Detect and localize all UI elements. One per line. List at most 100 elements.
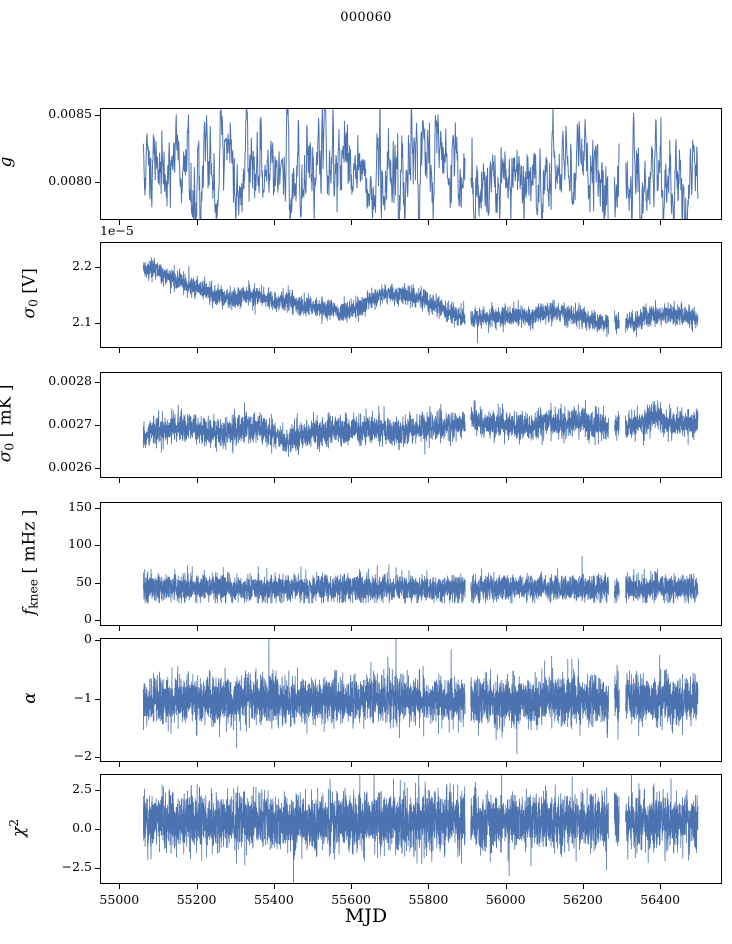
- xtick-mark: [660, 220, 662, 225]
- ytick-label: 0: [84, 611, 92, 627]
- ytick-mark: [95, 468, 100, 470]
- xtick-mark: [428, 884, 430, 889]
- xtick-mark: [660, 762, 662, 767]
- ytick-mark: [95, 267, 100, 269]
- ytick-mark: [95, 790, 100, 792]
- xtick-mark: [273, 762, 275, 767]
- xtick-mark: [582, 220, 584, 225]
- xtick-mark: [273, 626, 275, 631]
- ytick-mark: [95, 425, 100, 427]
- panel-sigma0-volt: [100, 242, 722, 348]
- xtick-mark: [273, 884, 275, 889]
- xtick-mark: [119, 220, 121, 225]
- xtick-mark: [505, 478, 507, 483]
- xtick-mark: [582, 762, 584, 767]
- ytick-mark: [95, 640, 100, 642]
- ytick-mark: [95, 620, 100, 622]
- xtick-mark: [119, 762, 121, 767]
- xtick-mark: [351, 348, 353, 353]
- panel-chi2: [100, 774, 722, 884]
- ylabel-sigma0-volt: σ0 [V]: [19, 268, 41, 319]
- xtick-mark: [351, 626, 353, 631]
- ytick-label: 2.1: [72, 313, 92, 329]
- ytick-label: 0.0028: [48, 372, 92, 388]
- xtick-mark: [351, 478, 353, 483]
- ytick-mark: [95, 182, 100, 184]
- ytick-label: 0: [84, 631, 92, 647]
- xtick-mark: [505, 220, 507, 225]
- ytick-label: 150: [68, 498, 92, 514]
- xaxis-label: MJD: [344, 905, 388, 927]
- xtick-label: 56400: [640, 892, 681, 907]
- ytick-label: 0.0085: [48, 105, 92, 121]
- xtick-mark: [660, 348, 662, 353]
- xtick-mark: [505, 762, 507, 767]
- ytick-mark: [95, 829, 100, 831]
- xtick-mark: [196, 220, 198, 225]
- xtick-label: 55000: [99, 892, 140, 907]
- xtick-mark: [196, 884, 198, 889]
- ylabel-chi2: χ2: [6, 819, 30, 838]
- ytick-label: 0.0026: [48, 459, 92, 475]
- xtick-mark: [196, 348, 198, 353]
- ytick-mark: [95, 114, 100, 116]
- ytick-label: −2.5: [61, 858, 92, 874]
- xtick-mark: [660, 478, 662, 483]
- ytick-mark: [95, 381, 100, 383]
- ytick-label: 2.2: [72, 258, 92, 274]
- xtick-mark: [505, 348, 507, 353]
- xtick-label: 56200: [563, 892, 603, 907]
- xtick-mark: [351, 220, 353, 225]
- xtick-mark: [196, 762, 198, 767]
- xtick-mark: [119, 478, 121, 483]
- ytick-label: −2: [73, 748, 92, 764]
- xtick-mark: [428, 762, 430, 767]
- xtick-mark: [428, 220, 430, 225]
- panel-alpha: [100, 638, 722, 762]
- panel-fknee: [100, 502, 722, 626]
- ytick-mark: [95, 322, 100, 324]
- ytick-label: 0.0: [72, 820, 92, 835]
- xtick-mark: [196, 478, 198, 483]
- xtick-mark: [196, 626, 198, 631]
- ytick-label: 50: [76, 573, 92, 589]
- xtick-mark: [505, 884, 507, 889]
- ytick-mark: [95, 508, 100, 510]
- xtick-mark: [351, 762, 353, 767]
- xtick-mark: [119, 884, 121, 889]
- xtick-mark: [582, 348, 584, 353]
- ylabel-sigma0-mk: σ0 [ mK ]: [0, 385, 17, 463]
- panel-gain: [100, 108, 722, 220]
- xtick-label: 55200: [176, 892, 217, 907]
- xtick-mark: [273, 478, 275, 483]
- panel-sigma0-mk: [100, 372, 722, 478]
- ytick-label: 100: [68, 536, 92, 552]
- xtick-mark: [273, 220, 275, 225]
- ytick-mark: [95, 867, 100, 869]
- ytick-mark: [95, 698, 100, 700]
- xtick-mark: [428, 626, 430, 631]
- xtick-mark: [660, 884, 662, 889]
- xtick-mark: [505, 626, 507, 631]
- xtick-label: 56000: [485, 892, 526, 907]
- xtick-label: 55800: [408, 892, 449, 907]
- ytick-mark: [95, 757, 100, 759]
- xtick-mark: [428, 348, 430, 353]
- ytick-label: 2.5: [72, 781, 92, 797]
- offset-text-sigma0-volt: 1e−5: [100, 223, 134, 238]
- xtick-mark: [582, 884, 584, 889]
- ytick-label: 0.0027: [48, 416, 92, 431]
- xtick-mark: [582, 626, 584, 631]
- ytick-label: −1: [73, 689, 92, 705]
- xtick-label: 55600: [331, 892, 371, 907]
- xtick-mark: [660, 626, 662, 631]
- xtick-mark: [428, 478, 430, 483]
- xtick-label: 55400: [254, 892, 294, 907]
- figure-title: 000060: [340, 10, 392, 25]
- ylabel-gain: g: [0, 62, 16, 262]
- xtick-mark: [119, 626, 121, 631]
- ytick-label: 0.0080: [48, 173, 92, 189]
- xtick-mark: [351, 884, 353, 889]
- xtick-mark: [273, 348, 275, 353]
